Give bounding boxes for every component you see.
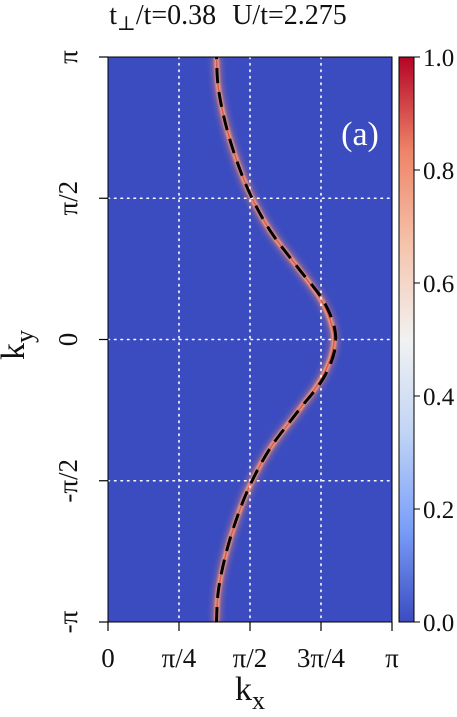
y-axis-label-main: k [0,343,32,360]
x-tick-label: 0 [101,643,115,673]
colorbar-ticks: 0.0 0.2 0.4 0.6 0.8 1.0 [414,45,455,637]
x-tick-label: π [385,643,399,673]
colorbar-tick-label: 0.6 [423,271,454,298]
x-axis-label-sub: x [252,686,265,715]
y-tick-label: π/2 [53,181,83,216]
x-axis-label-main: k [235,671,252,708]
x-axis-label: kx [235,671,265,715]
panel-label: (a) [341,116,379,153]
y-tick-label: 0 [53,333,83,347]
title-perp-subscript: ⊥ [117,13,136,35]
x-tick-label: π/4 [162,643,197,673]
y-tick-label: π [53,50,83,64]
colorbar [398,56,415,623]
colorbar-tick-label: 0.2 [423,497,454,524]
x-axis-ticks: 0 π/4 π/2 3π/4 π [101,622,399,673]
title-t: t [109,0,117,31]
chart-title: t⊥/t=0.38 U/t=2.275 [109,0,347,35]
y-axis-label-sub: y [10,330,39,343]
title-ratio: /t=0.38 [136,0,216,31]
x-tick-label: 3π/4 [297,643,346,673]
colorbar-tick-label: 0.0 [423,610,454,637]
x-tick-label: π/2 [233,643,268,673]
title-u: U/t=2.275 [232,0,347,31]
y-tick-label: -π/2 [53,459,83,503]
heatmap-content [108,57,392,622]
colorbar-tick-label: 0.4 [423,384,455,411]
grid-lines [108,57,392,622]
dashed-fit-line [214,57,338,622]
y-axis-ticks: -π -π/2 0 π/2 π [53,50,108,633]
colorbar-tick-label: 0.8 [423,158,454,185]
y-tick-label: -π [53,610,83,633]
y-axis-label: ky [0,330,39,360]
colorbar-tick-label: 1.0 [423,45,454,72]
